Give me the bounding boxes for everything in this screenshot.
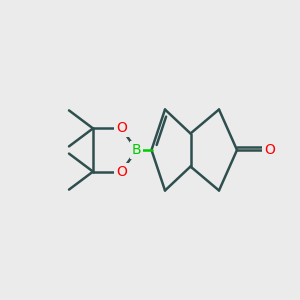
Text: B: B	[132, 143, 141, 157]
Text: O: O	[116, 122, 127, 135]
Text: O: O	[116, 165, 127, 178]
Text: O: O	[264, 143, 275, 157]
